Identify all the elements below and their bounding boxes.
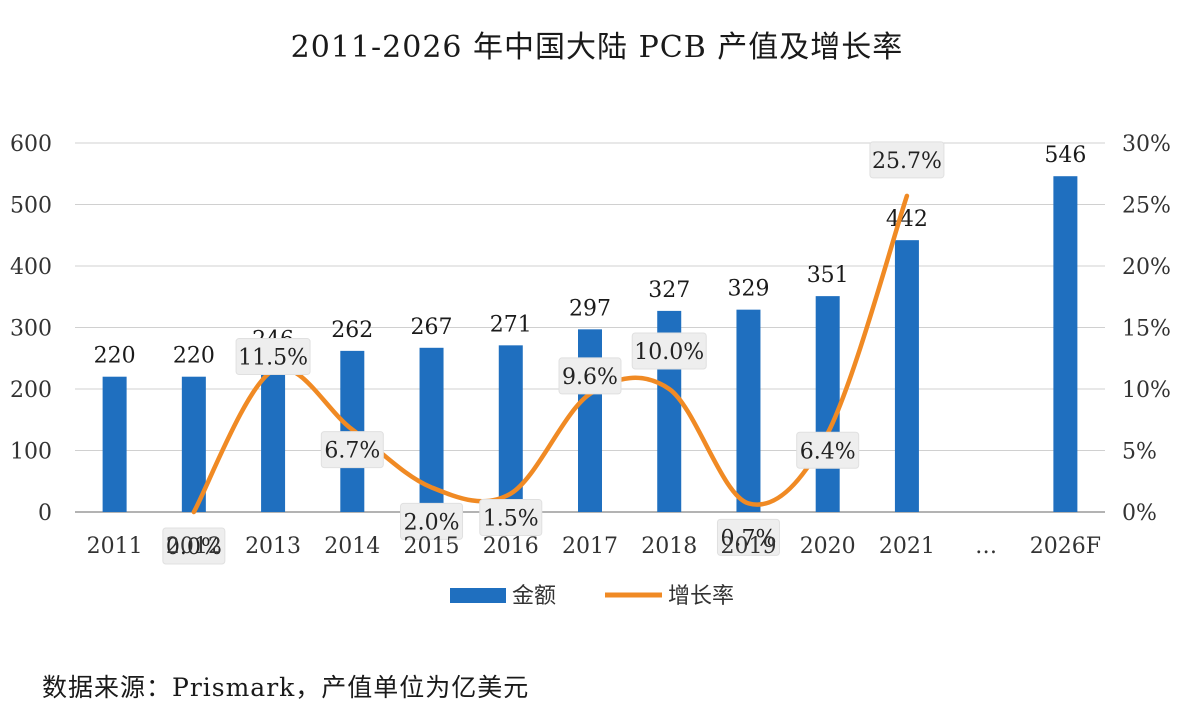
rate-label-text: 10.0%	[634, 340, 704, 365]
growth-rate-label: 1.5%	[479, 499, 543, 537]
legend-bar-label: 金额	[512, 584, 556, 609]
bar	[261, 360, 286, 512]
bar-value-label: 442	[886, 207, 928, 232]
x-tick-label: 2013	[245, 534, 301, 559]
rate-label-text: 1.5%	[483, 507, 539, 532]
legend-bar-swatch	[450, 588, 506, 603]
right-tick-label: 30%	[1122, 132, 1171, 157]
growth-rate-label: 9.6%	[558, 357, 622, 395]
bar-value-label: 267	[411, 315, 453, 340]
right-tick-label: 10%	[1122, 378, 1171, 403]
rate-label-text: 25.7%	[872, 149, 942, 174]
left-tick-label: 0	[38, 501, 52, 526]
bar-value-labels: 220220246262267271297327329351442546	[94, 143, 1087, 368]
rate-label-text: 6.4%	[800, 439, 856, 464]
growth-rate-label: 2.0%	[400, 502, 464, 540]
x-tick-label: 2012	[166, 534, 222, 559]
bar-value-label: 262	[331, 318, 373, 343]
growth-rate-label: 25.7%	[869, 141, 945, 179]
bar	[736, 309, 761, 512]
x-tick-label: 2011	[87, 534, 143, 559]
x-tick-label: 2026F	[1030, 534, 1101, 559]
x-tick-label: 2015	[404, 534, 460, 559]
rate-label-box	[631, 332, 707, 370]
left-tick-label: 600	[10, 132, 52, 157]
x-tick-label: …	[975, 534, 997, 559]
x-tick-label: 2019	[720, 534, 776, 559]
x-tick-label: 2018	[641, 534, 697, 559]
left-axis-ticks: 0 100 200 300 400 500 600	[10, 132, 52, 526]
chart-title: 2011-2026 年中国大陆 PCB 产值及增长率	[290, 30, 904, 65]
right-tick-label: 5%	[1122, 440, 1157, 465]
x-tick-label: 2017	[562, 534, 618, 559]
bar	[181, 376, 206, 512]
growth-rate-label: 11.5%	[235, 338, 311, 376]
bar-value-label: 351	[807, 263, 849, 288]
left-tick-label: 300	[10, 317, 52, 342]
rate-label-box	[796, 431, 860, 469]
right-tick-label: 20%	[1122, 255, 1171, 280]
bar	[578, 329, 602, 512]
left-tick-label: 500	[10, 194, 52, 219]
rate-label-box	[400, 502, 464, 540]
right-tick-label: 15%	[1122, 317, 1171, 342]
right-tick-label: 0%	[1122, 501, 1157, 526]
rate-label-box	[716, 518, 780, 556]
rate-label-text: 11.5%	[238, 346, 308, 371]
x-tick-label: 2016	[483, 534, 539, 559]
right-axis-ticks: 0% 5% 10% 15% 20% 25% 30%	[1122, 132, 1171, 526]
rate-label-text: 0.7%	[721, 526, 777, 551]
growth-rate-label: 10.0%	[631, 332, 707, 370]
legend-line-label: 增长率	[668, 584, 734, 609]
bar-value-label: 297	[569, 296, 611, 321]
source-note: 数据来源：Prismark，产值单位为亿美元	[42, 673, 530, 702]
bar-value-label: 329	[727, 277, 769, 302]
rate-label-text: 6.7%	[324, 439, 380, 464]
left-tick-label: 200	[10, 378, 52, 403]
rate-label-box	[558, 357, 622, 395]
rate-label-box	[320, 431, 384, 469]
rate-label-box	[869, 141, 945, 179]
bar-value-label: 271	[490, 312, 532, 337]
left-tick-label: 400	[10, 255, 52, 280]
growth-rate-label: 6.4%	[796, 431, 860, 469]
legend: 金额 增长率	[450, 584, 734, 609]
x-axis-ticks: 2011 2012 2013 2014 2015 2016 2017 2018 2019 2020…	[87, 534, 1101, 559]
bar	[1053, 176, 1078, 512]
rate-label-text: 2.0%	[404, 510, 460, 535]
bar	[815, 296, 840, 512]
rate-label-text: 9.6%	[562, 365, 618, 390]
growth-rate-labels: 0.0% 11.5% 6.7% 2.0% 1.5% 9.6% 10.0% 0.7% 6.4% 25…	[162, 141, 945, 565]
rate-label-box	[235, 338, 311, 376]
bar-value-label: 220	[173, 344, 215, 369]
growth-rate-label: 0.0%	[162, 527, 226, 565]
right-tick-label: 25%	[1122, 194, 1171, 219]
bar-value-label: 327	[648, 278, 690, 303]
x-tick-label: 2021	[879, 534, 935, 559]
growth-rate-label: 0.7%	[716, 518, 780, 556]
x-tick-label: 2014	[324, 534, 380, 559]
bar	[894, 240, 919, 513]
bar-value-label: 220	[94, 344, 136, 369]
rate-label-text: 0.0%	[166, 535, 222, 560]
rate-label-box	[162, 527, 226, 565]
growth-rate-label: 6.7%	[320, 431, 384, 469]
bar-value-label: 546	[1044, 143, 1086, 168]
rate-label-box	[479, 499, 543, 537]
x-tick-label: 2020	[800, 534, 856, 559]
left-tick-label: 100	[10, 440, 52, 465]
bar	[102, 376, 127, 512]
